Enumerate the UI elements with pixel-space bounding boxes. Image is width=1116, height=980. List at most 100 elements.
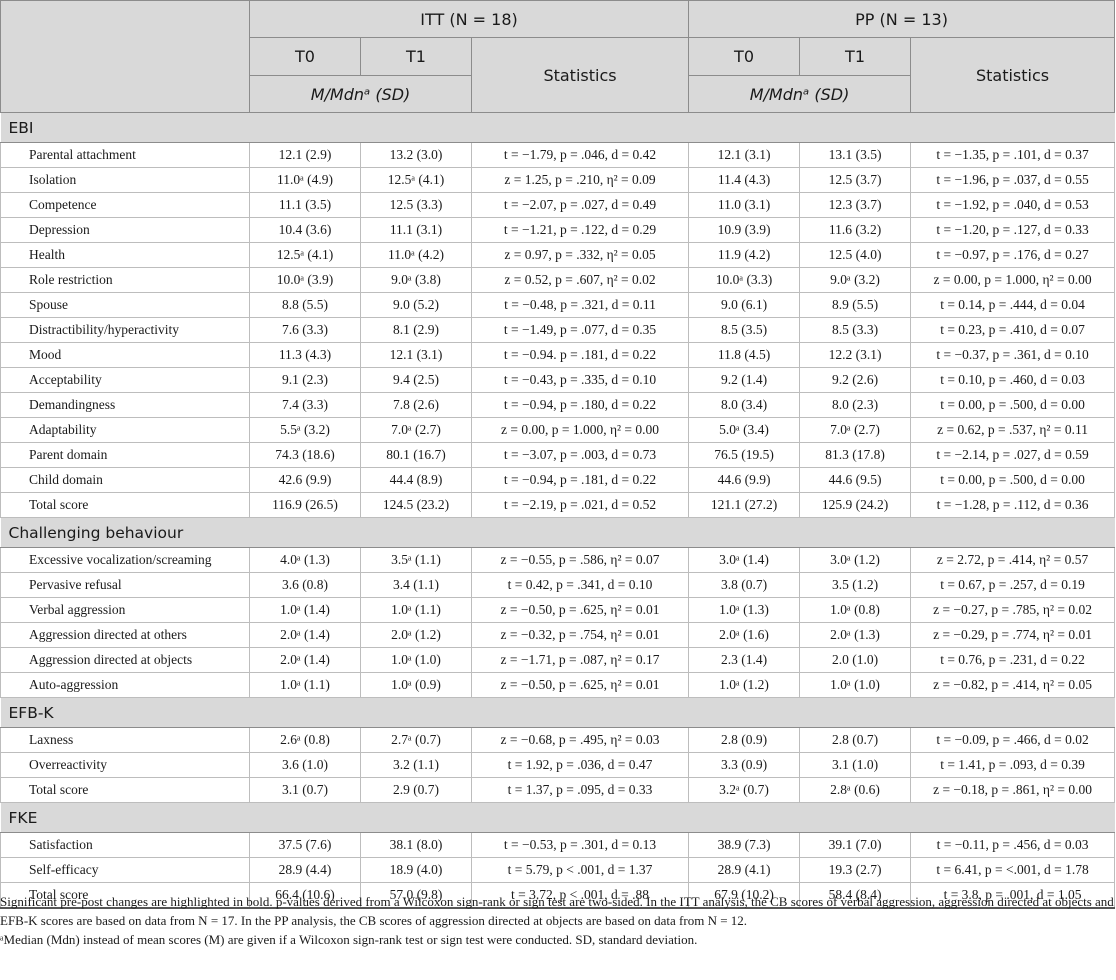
pp-statistics-cell: t = 6.41, p = <.001, d = 1.78 xyxy=(910,857,1116,883)
row-label: Health xyxy=(0,242,250,268)
itt-t1-cell: 2.7ᵃ (0.7) xyxy=(360,727,472,753)
header-pp-t0: T0 xyxy=(688,37,801,76)
pp-t1-cell: 125.9 (24.2) xyxy=(799,492,912,518)
header-pp-mdn: M/Mdnᵃ (SD) xyxy=(688,75,912,113)
itt-statistics-cell: t = −0.48, p = .321, d = 0.11 xyxy=(470,292,690,318)
itt-statistics-cell: t = 1.37, p = .095, d = 0.33 xyxy=(470,777,690,803)
itt-statistics-cell: z = −0.55, p = .586, η² = 0.07 xyxy=(470,547,690,573)
table-row: Distractibility/hyperactivity 7.6 (3.3) 8.… xyxy=(0,317,1116,343)
pp-t0-cell: 3.8 (0.7) xyxy=(688,572,801,598)
pp-t0-cell: 28.9 (4.1) xyxy=(688,857,801,883)
pp-t0-cell: 5.0ᵃ (3.4) xyxy=(688,417,801,443)
row-label: Aggression directed at objects xyxy=(0,647,250,673)
itt-statistics-cell: t = 1.92, p = .036, d = 0.47 xyxy=(470,752,690,778)
row-label: Self-efficacy xyxy=(0,857,250,883)
itt-t0-cell: 12.1 (2.9) xyxy=(249,142,361,168)
row-label: Mood xyxy=(0,342,250,368)
itt-statistics-cell: z = −0.50, p = .625, η² = 0.01 xyxy=(470,597,690,623)
row-label: Child domain xyxy=(0,467,250,493)
pp-t0-cell: 3.0ᵃ (1.4) xyxy=(688,547,801,573)
pp-statistics-cell: t = 1.41, p = .093, d = 0.39 xyxy=(910,752,1116,778)
table-row: Laxness 2.6ᵃ (0.8) 2.7ᵃ (0.7) z = −0.68, p … xyxy=(0,727,1116,753)
itt-t1-cell: 1.0ᵃ (1.1) xyxy=(360,597,472,623)
table-row: Adaptability 5.5ᵃ (3.2) 7.0ᵃ (2.7) z = 0.00… xyxy=(0,417,1116,443)
row-label: Total score xyxy=(0,492,250,518)
pp-statistics-cell: t = 0.67, p = .257, d = 0.19 xyxy=(910,572,1116,598)
pp-statistics-cell: t = 0.76, p = .231, d = 0.22 xyxy=(910,647,1116,673)
itt-statistics-cell: t = −3.07, p = .003, d = 0.73 xyxy=(470,442,690,468)
pp-t0-cell: 2.0ᵃ (1.6) xyxy=(688,622,801,648)
pp-t1-cell: 8.5 (3.3) xyxy=(799,317,912,343)
itt-t0-cell: 7.4 (3.3) xyxy=(249,392,361,418)
table-row: Excessive vocalization/screaming 4.0ᵃ (1.… xyxy=(0,547,1116,573)
table-row: Self-efficacy 28.9 (4.4) 18.9 (4.0) t = 5.7… xyxy=(0,857,1116,883)
pp-t0-cell: 11.0 (3.1) xyxy=(688,192,801,218)
row-label: Role restriction xyxy=(0,267,250,293)
itt-t0-cell: 3.6 (0.8) xyxy=(249,572,361,598)
itt-t1-cell: 11.0ᵃ (4.2) xyxy=(360,242,472,268)
pp-t1-cell: 7.0ᵃ (2.7) xyxy=(799,417,912,443)
itt-t1-cell: 12.5 (3.3) xyxy=(360,192,472,218)
itt-t0-cell: 116.9 (26.5) xyxy=(249,492,361,518)
itt-t0-cell: 37.5 (7.6) xyxy=(249,832,361,858)
itt-t1-cell: 44.4 (8.9) xyxy=(360,467,472,493)
itt-statistics-cell: t = −0.43, p = .335, d = 0.10 xyxy=(470,367,690,393)
table-row: Acceptability 9.1 (2.3) 9.4 (2.5) t = −0.43… xyxy=(0,367,1116,393)
pp-t1-cell: 12.5 (4.0) xyxy=(799,242,912,268)
row-label: Parent domain xyxy=(0,442,250,468)
table-row: Verbal aggression 1.0ᵃ (1.4) 1.0ᵃ (1.1) z =… xyxy=(0,597,1116,623)
itt-statistics-cell: z = −0.32, p = .754, η² = 0.01 xyxy=(470,622,690,648)
itt-statistics-cell: z = 0.00, p = 1.000, η² = 0.00 xyxy=(470,417,690,443)
header-pp-statistics: Statistics xyxy=(910,37,1116,113)
table-row: Parental attachment 12.1 (2.9) 13.2 (3.0) t… xyxy=(0,142,1116,168)
pp-t1-cell: 9.2 (2.6) xyxy=(799,367,912,393)
pp-t0-cell: 2.3 (1.4) xyxy=(688,647,801,673)
row-label: Distractibility/hyperactivity xyxy=(0,317,250,343)
footnote-significance: Significant pre-post changes are highlig… xyxy=(0,894,1114,928)
itt-t1-cell: 1.0ᵃ (0.9) xyxy=(360,672,472,698)
row-label: Adaptability xyxy=(0,417,250,443)
pp-t1-cell: 12.5 (3.7) xyxy=(799,167,912,193)
pp-statistics-cell: t = −1.28, p = .112, d = 0.36 xyxy=(910,492,1116,518)
itt-t1-cell: 2.9 (0.7) xyxy=(360,777,472,803)
pp-t1-cell: 39.1 (7.0) xyxy=(799,832,912,858)
itt-statistics-cell: t = −0.94, p = .181, d = 0.22 xyxy=(470,467,690,493)
section-label: Challenging behaviour xyxy=(0,517,1115,548)
itt-statistics-cell: z = 0.52, p = .607, η² = 0.02 xyxy=(470,267,690,293)
header-itt-t1: T1 xyxy=(360,37,472,76)
itt-t1-cell: 12.5ᵃ (4.1) xyxy=(360,167,472,193)
section-header: EBI xyxy=(0,112,1115,143)
itt-t1-cell: 9.0 (5.2) xyxy=(360,292,472,318)
row-label: Acceptability xyxy=(0,367,250,393)
pp-t0-cell: 121.1 (27.2) xyxy=(688,492,801,518)
pp-statistics-cell: t = 0.14, p = .444, d = 0.04 xyxy=(910,292,1116,318)
table-row: Pervasive refusal 3.6 (0.8) 3.4 (1.1) t = 0… xyxy=(0,572,1116,598)
pp-statistics-cell: t = 0.23, p = .410, d = 0.07 xyxy=(910,317,1116,343)
table-row: Spouse 8.8 (5.5) 9.0 (5.2) t = −0.48, p = .… xyxy=(0,292,1116,318)
pp-t0-cell: 76.5 (19.5) xyxy=(688,442,801,468)
row-label: Overreactivity xyxy=(0,752,250,778)
itt-t1-cell: 3.5ᵃ (1.1) xyxy=(360,547,472,573)
section-label: FKE xyxy=(0,802,1115,833)
itt-statistics-cell: z = −1.71, p = .087, η² = 0.17 xyxy=(470,647,690,673)
itt-statistics-cell: t = −1.49, p = .077, d = 0.35 xyxy=(470,317,690,343)
itt-t0-cell: 2.0ᵃ (1.4) xyxy=(249,647,361,673)
itt-statistics-cell: t = 5.79, p < .001, d = 1.37 xyxy=(470,857,690,883)
pp-t0-cell: 44.6 (9.9) xyxy=(688,467,801,493)
itt-t1-cell: 1.0ᵃ (1.0) xyxy=(360,647,472,673)
table-row: Overreactivity 3.6 (1.0) 3.2 (1.1) t = 1.92… xyxy=(0,752,1116,778)
pp-statistics-cell: z = −0.82, p = .414, η² = 0.05 xyxy=(910,672,1116,698)
row-label: Depression xyxy=(0,217,250,243)
section-label: EBI xyxy=(0,112,1115,143)
itt-t1-cell: 8.1 (2.9) xyxy=(360,317,472,343)
section-header: EFB-K xyxy=(0,697,1115,728)
itt-t1-cell: 124.5 (23.2) xyxy=(360,492,472,518)
itt-statistics-cell: z = 0.97, p = .332, η² = 0.05 xyxy=(470,242,690,268)
pp-t1-cell: 2.0ᵃ (1.3) xyxy=(799,622,912,648)
itt-t0-cell: 3.6 (1.0) xyxy=(249,752,361,778)
pp-t0-cell: 9.0 (6.1) xyxy=(688,292,801,318)
table-body: EBI Parental attachment 12.1 (2.9) 13.2 (3.… xyxy=(0,112,1116,909)
header-itt: ITT (N = 18) xyxy=(248,0,690,38)
pp-statistics-cell: z = −0.29, p = .774, η² = 0.01 xyxy=(910,622,1116,648)
itt-t1-cell: 13.2 (3.0) xyxy=(360,142,472,168)
